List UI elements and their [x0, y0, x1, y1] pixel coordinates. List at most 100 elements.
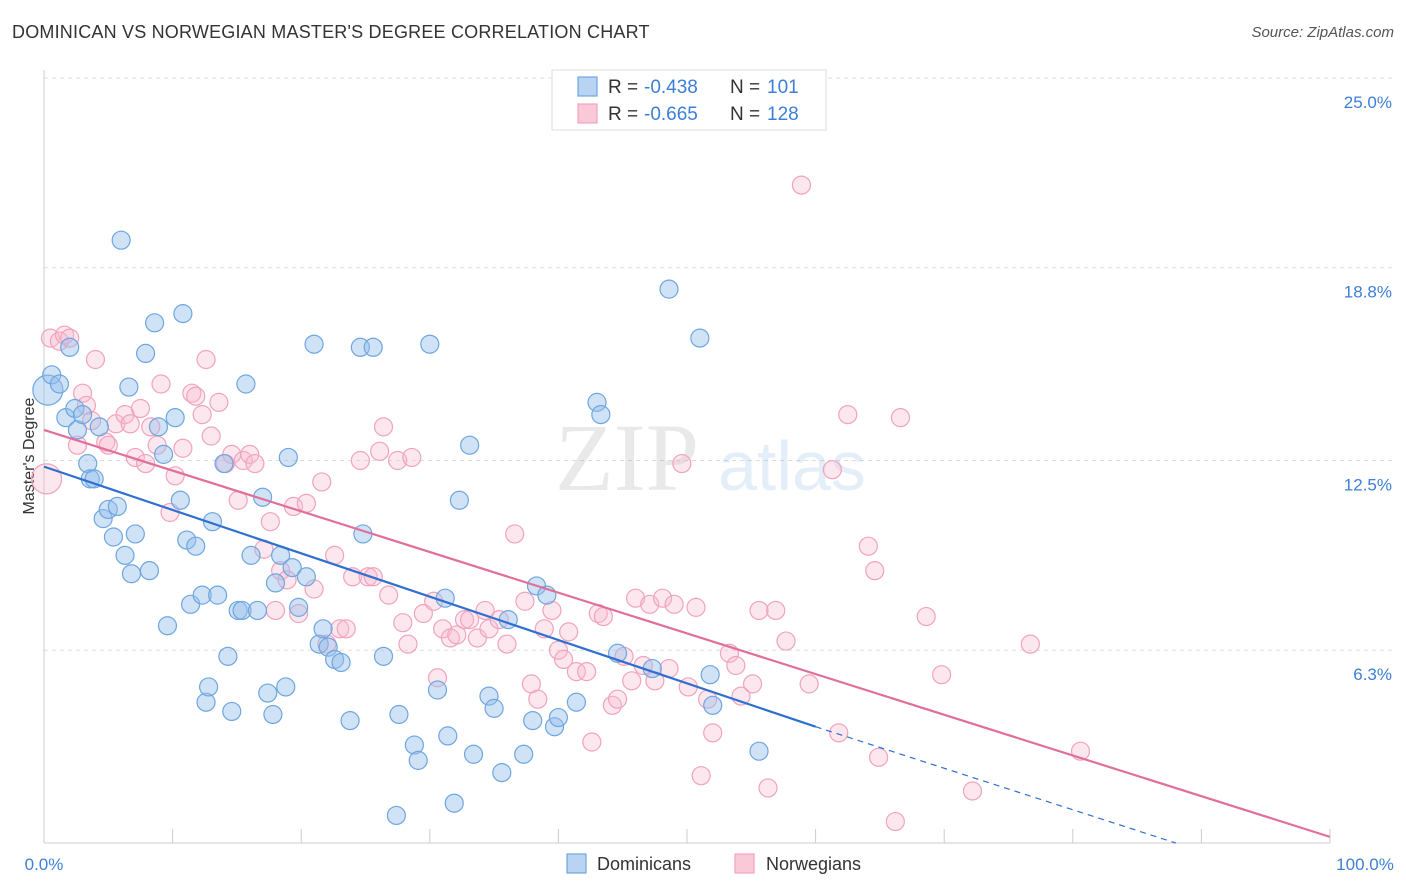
point-dominicans [236, 374, 256, 394]
point-norwegians [553, 649, 574, 670]
x-tick-label-max: 100.0% [1336, 855, 1394, 874]
legend-n-value-pink: 128 [767, 104, 799, 125]
point-norwegians [370, 441, 390, 461]
point-dominicans [218, 646, 238, 666]
point-norwegians [196, 349, 216, 370]
point-dominicans [148, 417, 169, 437]
point-dominicans [659, 279, 679, 299]
point-dominicans [566, 692, 587, 712]
point-norwegians [240, 444, 260, 464]
point-norwegians [691, 766, 711, 786]
point-dominicans [192, 585, 212, 605]
point-dominicans [89, 417, 109, 437]
legend-r-label-blue: R = [608, 77, 638, 98]
point-norwegians [528, 689, 548, 709]
point-norwegians [151, 374, 171, 394]
point-dominicans [289, 597, 309, 617]
point-dominicans [700, 665, 720, 685]
point-dominicans [313, 619, 333, 639]
point-norwegians [799, 674, 819, 694]
point-dominicans [165, 408, 185, 428]
legend-bottom-swatch-norwegians [734, 853, 755, 874]
point-dominicans [173, 304, 193, 324]
point-dominicans [523, 710, 543, 731]
point-norwegians [885, 811, 905, 832]
point-dominicans [107, 496, 127, 516]
point-dominicans [703, 695, 723, 715]
y-tick-label: 12.5% [1344, 476, 1392, 495]
point-dominicans [60, 337, 80, 357]
point-norwegians [277, 570, 297, 590]
y-tick-labels: 6.3% 12.5% 18.8% 25.0% [1344, 93, 1392, 684]
point-dominicans [153, 444, 174, 464]
point-norwegians [916, 606, 936, 627]
point-norwegians [869, 747, 889, 767]
point-norwegians [85, 349, 106, 370]
point-dominicans [548, 707, 569, 728]
point-dominicans [331, 652, 351, 673]
point-dominicans [241, 545, 261, 565]
point-norwegians [672, 453, 692, 474]
point-dominicans [111, 230, 131, 250]
point-dominicans [263, 704, 283, 725]
point-dominicans [67, 420, 88, 440]
point-norwegians [373, 417, 394, 437]
point-norwegians [330, 619, 350, 639]
y-axis-label: Master's Degree [21, 397, 38, 514]
point-dominicans [144, 313, 165, 333]
legend-n-label-pink: N = [730, 104, 760, 125]
point-dominicans [208, 585, 228, 605]
point-norwegians [515, 591, 535, 611]
legend-r-label-pink: R = [608, 104, 638, 125]
point-dominicans [460, 435, 480, 455]
point-norwegians [135, 453, 156, 474]
point-norwegians [209, 392, 229, 412]
point-norwegians [838, 405, 858, 425]
point-norwegians [766, 600, 786, 621]
point-dominicans [115, 545, 135, 565]
point-norwegians [505, 524, 525, 544]
x-ticks [43, 829, 1331, 843]
point-dominicans [119, 377, 139, 397]
point-norwegians [67, 435, 88, 455]
point-norwegians [173, 438, 193, 458]
series-dominicans [32, 230, 769, 826]
gridlines [44, 77, 1392, 651]
point-norwegians [192, 405, 212, 425]
point-norwegians [758, 778, 778, 798]
legend-swatch-blue [577, 76, 598, 97]
point-norwegians [829, 723, 849, 743]
point-dominicans [340, 710, 360, 731]
point-norwegians [245, 453, 265, 474]
point-norwegians [548, 640, 569, 660]
y-tick-label: 25.0% [1344, 93, 1392, 112]
series-norwegians [30, 175, 1091, 832]
point-dominicans [479, 686, 499, 706]
point-norwegians [125, 447, 145, 468]
point-dominicans [591, 405, 611, 425]
point-norwegians [289, 603, 309, 624]
point-dominicans [125, 524, 145, 544]
point-dominicans [222, 701, 242, 722]
point-norwegians [865, 561, 885, 581]
point-dominicans [514, 744, 534, 764]
legend-bottom-label-dominicans: Dominicans [597, 854, 691, 874]
point-dominicans [103, 527, 124, 547]
point-norwegians [932, 665, 952, 685]
point-dominicans [186, 536, 206, 556]
point-dominicans [296, 567, 316, 587]
legend-top-box [551, 69, 827, 131]
legend-top: R = -0.438 N = 101 R = -0.665 N = 128 [551, 69, 827, 131]
point-norwegians [542, 600, 562, 621]
point-norwegians [336, 619, 356, 639]
point-dominicans [278, 447, 298, 468]
point-norwegians [165, 466, 185, 486]
point-norwegians [130, 398, 151, 419]
chart-title: DOMINICAN VS NORWEGIAN MASTER'S DEGREE C… [12, 22, 650, 42]
point-norwegians [703, 723, 723, 743]
point-norwegians [602, 695, 623, 715]
point-norwegians [304, 579, 324, 599]
legend-bottom-label-norwegians: Norwegians [766, 854, 861, 874]
point-dominicans [749, 741, 769, 761]
trend-line-norwegians [43, 428, 1331, 838]
